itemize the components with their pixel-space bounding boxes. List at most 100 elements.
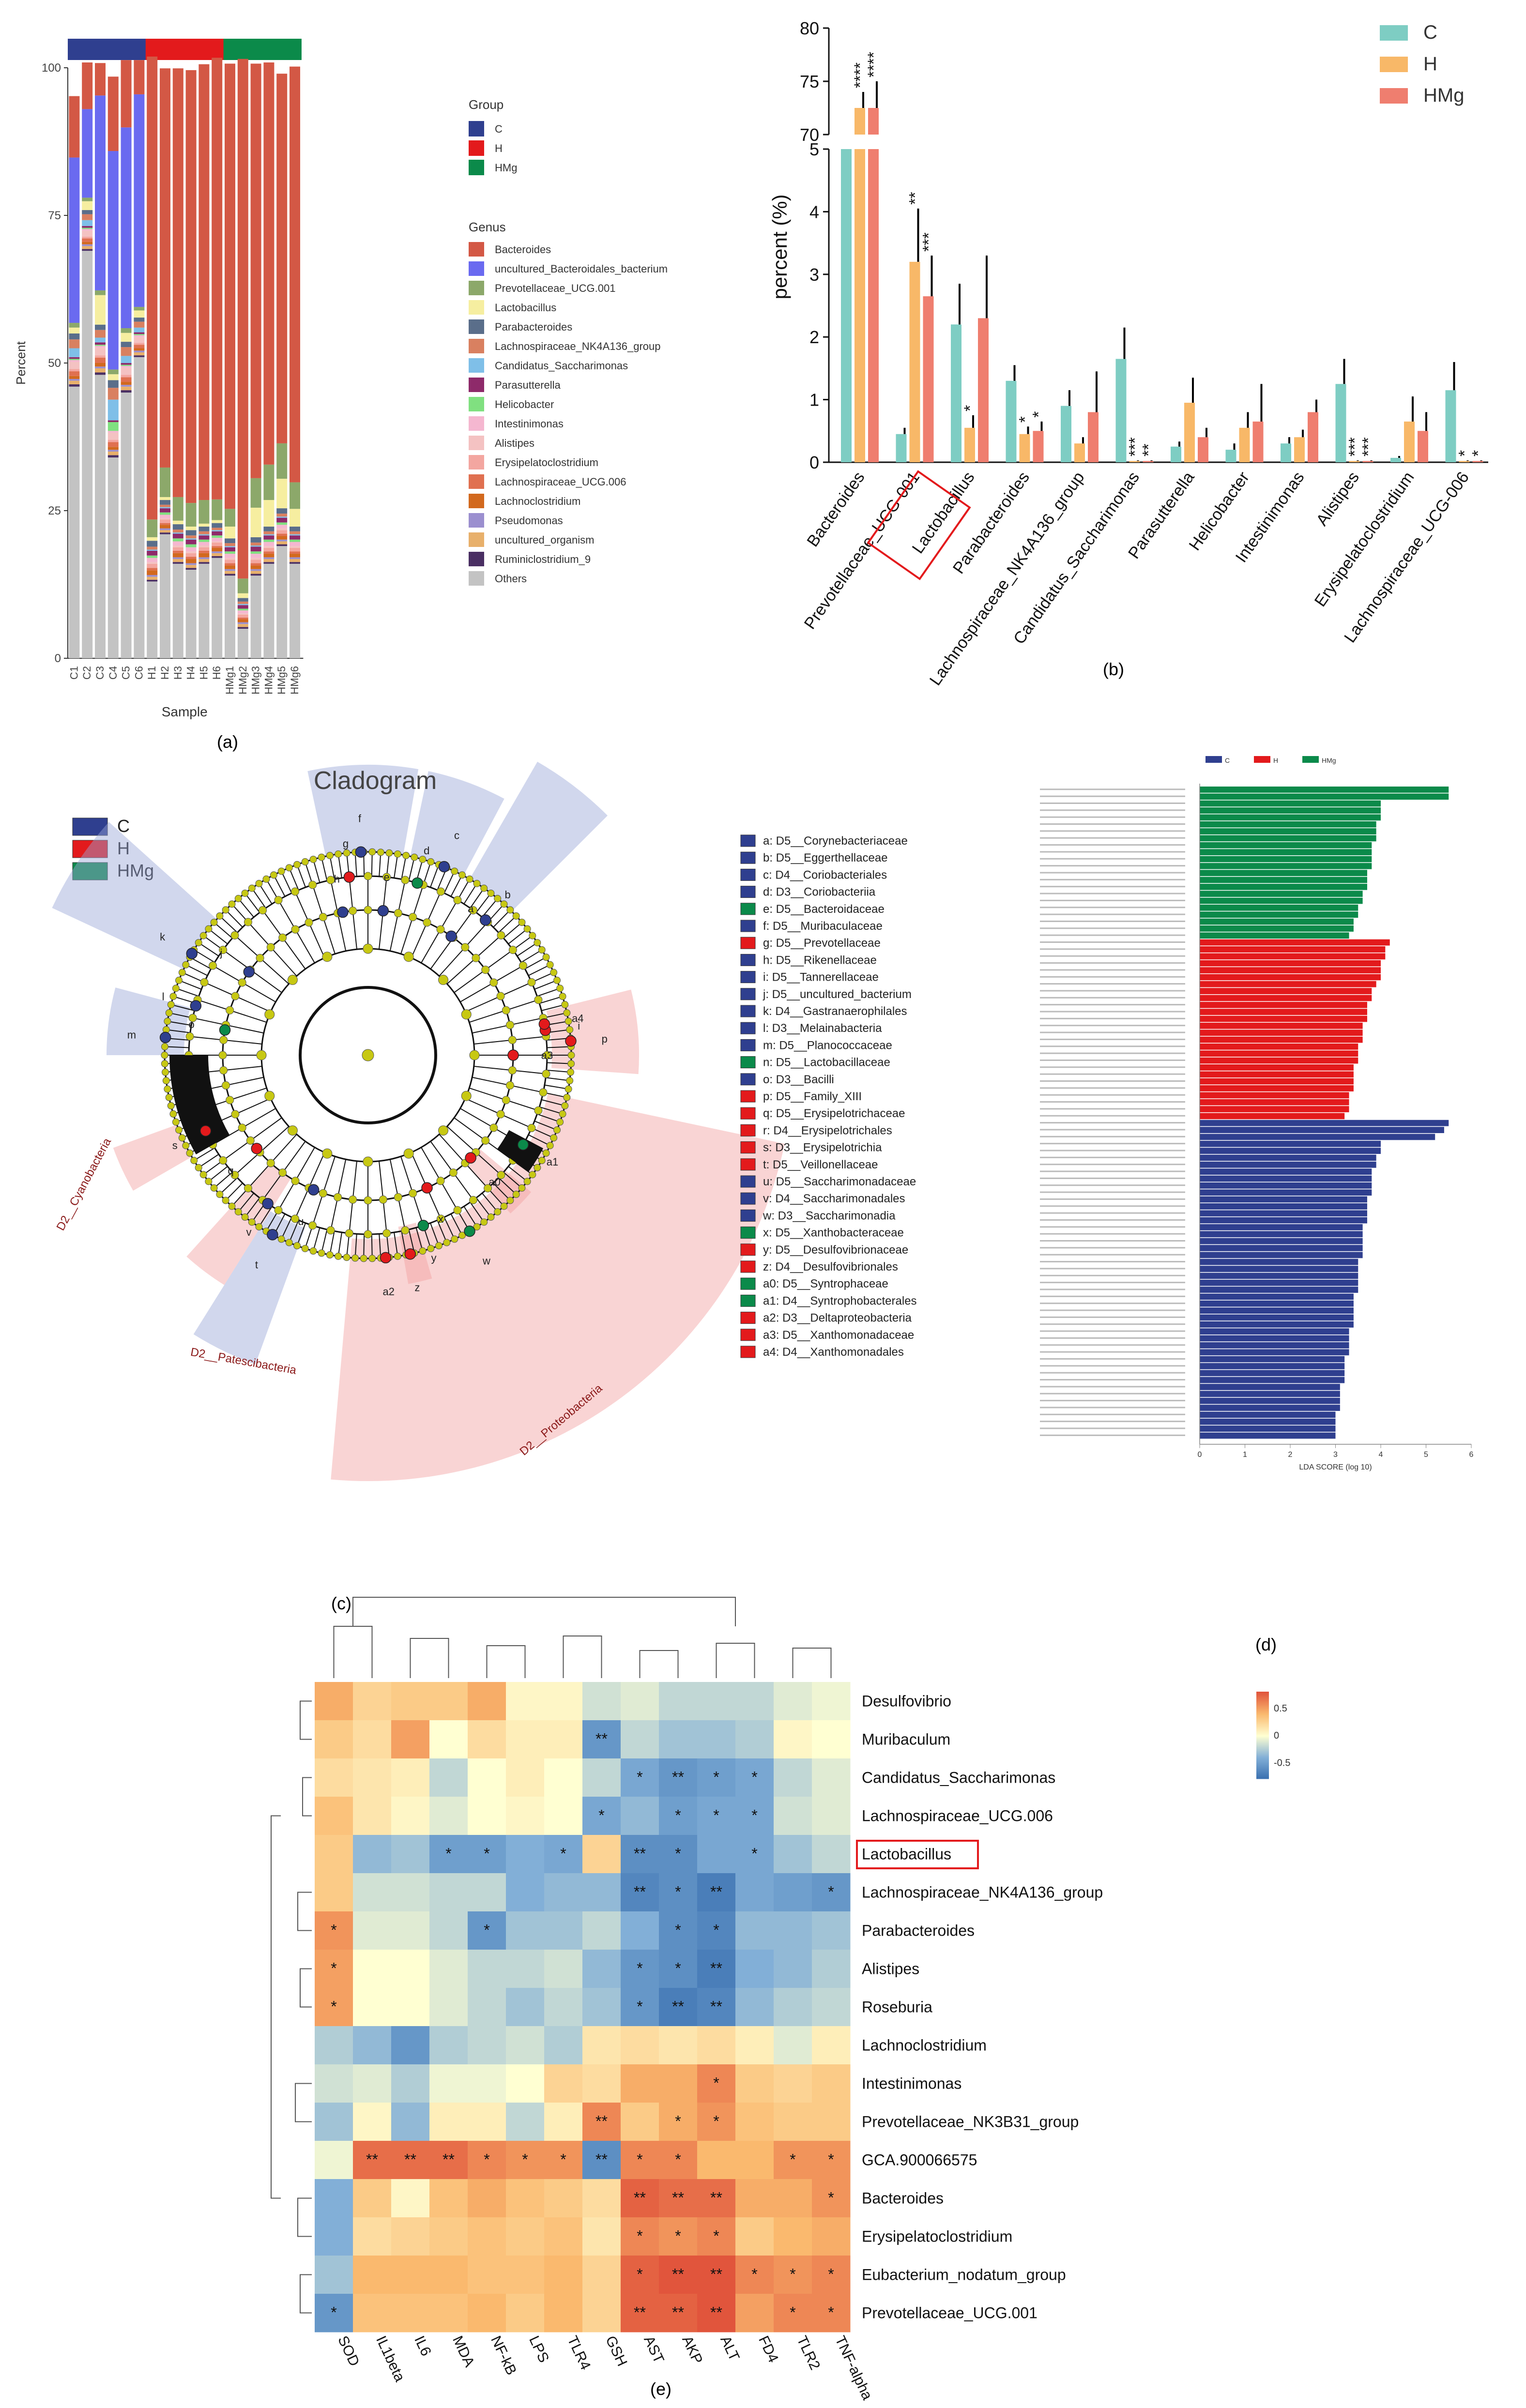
stack-segment — [121, 385, 132, 387]
heatmap-cell — [697, 1797, 736, 1835]
lda-bar — [1200, 1231, 1363, 1238]
sample-label: HMg4 — [262, 666, 275, 695]
column-dendrogram-branch — [486, 1645, 526, 1678]
leaf-node — [402, 851, 410, 859]
stack-segment — [69, 157, 80, 323]
inner-node — [326, 1226, 335, 1235]
stack-segment — [237, 614, 248, 618]
stack-segment — [276, 479, 288, 509]
heatmap-cell — [506, 1911, 545, 1950]
lda-feature-label-placeholder — [1040, 1017, 1185, 1019]
bar-upper-segment — [855, 108, 865, 135]
leaf-node — [301, 858, 309, 866]
genus-legend-swatch — [469, 378, 484, 392]
stack-segment — [95, 363, 106, 367]
clade-key-swatch — [740, 1022, 756, 1034]
lda-bar — [1200, 1001, 1367, 1008]
phylum-node — [264, 1009, 275, 1020]
clade-shade-C — [410, 771, 504, 876]
inner-node — [469, 1196, 477, 1204]
stack-segment — [147, 541, 158, 547]
panel-label-d: (d) — [1255, 1635, 1277, 1654]
genus-legend-label: Ruminiclostridium_9 — [495, 553, 591, 565]
sample-label: C6 — [133, 666, 145, 680]
significance-stars: ** — [1140, 444, 1158, 456]
lda-bar — [1200, 842, 1372, 848]
lda-feature-label-placeholder — [1040, 1143, 1185, 1145]
stack-segment — [276, 516, 288, 518]
genus-legend-swatch — [469, 513, 484, 528]
biomarker-node — [307, 1184, 320, 1196]
sample-label: C3 — [94, 666, 106, 680]
phylum-node — [256, 1050, 267, 1060]
stack-segment — [290, 557, 300, 560]
stack-segment — [69, 333, 80, 340]
y-tick-label: 0 — [55, 652, 61, 665]
inner-node — [449, 1168, 458, 1177]
lda-feature-label-placeholder — [1040, 1177, 1185, 1179]
heatmap-cell — [697, 1911, 736, 1950]
heatmap-cell — [697, 1950, 736, 1988]
lda-bar — [1200, 1092, 1349, 1099]
stack-segment — [212, 558, 223, 658]
stack-segment — [225, 509, 235, 527]
stack-segment — [290, 509, 300, 527]
colorbar-step — [1256, 1760, 1269, 1762]
heatmap-cell — [774, 2064, 812, 2103]
leaf-node — [566, 1077, 574, 1085]
heatmap-cell — [735, 2217, 774, 2256]
leaf-node — [161, 1043, 168, 1050]
stack-segment — [250, 542, 261, 545]
clade-key-swatch — [740, 1141, 756, 1154]
leaf-node — [164, 1085, 171, 1093]
panel-label-c: (c) — [331, 1593, 351, 1613]
lda-bar — [1200, 932, 1349, 939]
heatmap-cell — [774, 1682, 812, 1721]
genus-legend-label: Erysipelatoclostridium — [495, 456, 598, 469]
stack-segment — [172, 520, 183, 525]
colorbar-step — [1256, 1767, 1269, 1769]
stack-segment — [160, 500, 170, 505]
y-tick-label: 3 — [809, 265, 819, 285]
tree-branch — [238, 1193, 254, 1212]
stack-segment — [172, 532, 183, 534]
inner-node — [472, 954, 480, 962]
group-legend-swatch — [72, 862, 108, 880]
stack-segment — [250, 565, 261, 569]
lda-feature-label-placeholder — [1040, 1337, 1185, 1339]
heatmap-cell — [544, 1720, 583, 1759]
heatmap-cell — [315, 1950, 353, 1988]
lda-feature-label-placeholder — [1040, 913, 1185, 915]
lda-bar — [1200, 1050, 1358, 1057]
leaf-node — [182, 961, 190, 969]
lda-feature-label-placeholder — [1040, 1295, 1185, 1297]
heatmap-cell — [582, 1950, 621, 1988]
heatmap-cell — [812, 2179, 851, 2218]
leaf-node — [199, 1171, 207, 1179]
leaf-node — [480, 1218, 488, 1226]
biomarker-letter: w — [482, 1255, 490, 1267]
lda-feature-label-placeholder — [1040, 1344, 1185, 1346]
leaf-node — [419, 1247, 427, 1255]
heatmap-cell — [582, 1758, 621, 1797]
inner-node — [534, 1106, 543, 1115]
leaf-node — [565, 1085, 572, 1093]
heatmap-cell — [506, 1720, 545, 1759]
stack-segment — [160, 512, 170, 515]
inner-node — [527, 978, 536, 987]
lda-feature-label-placeholder — [1040, 816, 1185, 818]
colorbar-step — [1256, 1702, 1269, 1704]
heatmap-cell — [812, 1988, 851, 2027]
clade-key-label: n: D5__Lactobacillaceae — [763, 1056, 890, 1069]
significance-stars: * — [560, 1845, 566, 1863]
inner-node — [453, 896, 462, 905]
heatmap-cell — [659, 1873, 698, 1912]
stack-segment — [198, 563, 210, 658]
stack-segment — [250, 571, 261, 574]
stack-segment — [160, 467, 170, 497]
significance-stars: * — [713, 1807, 719, 1824]
stack-segment — [107, 420, 119, 422]
heatmap-cell — [506, 2103, 545, 2141]
column-label: TLR4 — [564, 2333, 594, 2372]
stack-segment — [276, 533, 288, 536]
